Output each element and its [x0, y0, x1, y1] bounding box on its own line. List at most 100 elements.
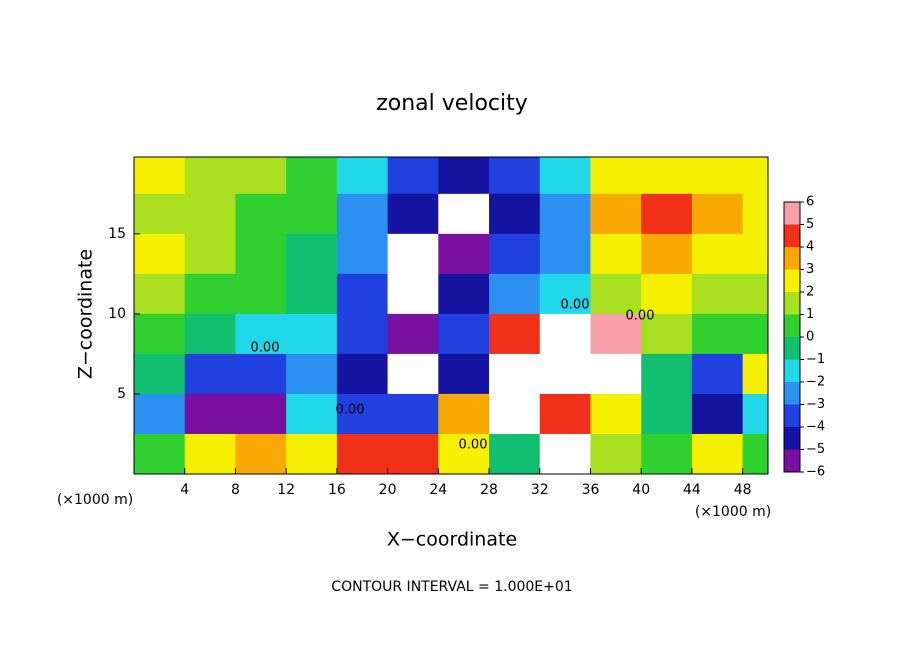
- cell: [742, 233, 769, 275]
- cell: [742, 157, 769, 195]
- cell: [286, 353, 338, 395]
- cell: [438, 233, 490, 275]
- cell: [590, 157, 642, 195]
- chart-title: zonal velocity: [376, 91, 528, 116]
- cell: [489, 233, 541, 275]
- cell: [489, 157, 541, 195]
- x-tick-label: 28: [480, 482, 498, 498]
- cell: [438, 193, 490, 235]
- cell: [336, 233, 389, 275]
- colorbar-label: 4: [806, 240, 814, 255]
- cell: [590, 353, 642, 395]
- cell: [387, 193, 439, 235]
- cell: [691, 313, 744, 355]
- colorbar-label: −6: [806, 465, 825, 480]
- cell: [489, 433, 541, 475]
- x-tick-label: 12: [277, 482, 295, 498]
- colorbar-label: −5: [806, 442, 825, 457]
- cell: [336, 157, 389, 195]
- cell: [438, 393, 490, 435]
- cell: [539, 433, 591, 475]
- x-unit: (×1000 m): [695, 504, 771, 520]
- cell: [691, 193, 744, 235]
- y-axis-label: Z−coordinate: [75, 249, 97, 379]
- cell: [336, 353, 389, 395]
- cell: [387, 353, 439, 395]
- cell: [235, 313, 287, 355]
- cell: [134, 233, 186, 275]
- cell: [286, 433, 338, 475]
- cell: [489, 313, 541, 355]
- cell: [438, 313, 490, 355]
- cell: [641, 313, 693, 355]
- cell: [184, 273, 236, 315]
- cell: [641, 157, 693, 195]
- cell: [336, 273, 389, 315]
- cell: [235, 157, 287, 195]
- cell: [184, 393, 236, 435]
- contour-label: 0.00: [459, 438, 488, 453]
- cell: [691, 353, 744, 395]
- colorbar-band: [784, 359, 800, 382]
- cell: [184, 353, 236, 395]
- cell: [590, 273, 642, 315]
- cell: [286, 233, 338, 275]
- x-tick-label: 20: [379, 482, 397, 498]
- x-tick-label: 4: [180, 482, 189, 498]
- x-tick-label: 24: [429, 482, 447, 498]
- colorbar-band: [784, 382, 800, 405]
- contour-label: 0.00: [251, 341, 280, 356]
- cell: [691, 273, 744, 315]
- x-tick-label: 44: [683, 482, 701, 498]
- cell: [590, 313, 642, 355]
- contour-label: 0.00: [336, 403, 365, 418]
- cell: [539, 353, 591, 395]
- colorbar-band: [784, 404, 800, 427]
- cell: [641, 433, 693, 475]
- cell: [539, 157, 591, 195]
- cell: [641, 353, 693, 395]
- cell: [387, 233, 439, 275]
- cell: [641, 393, 693, 435]
- cell: [134, 157, 186, 195]
- cell: [134, 353, 186, 395]
- colorbar-band: [784, 269, 800, 292]
- colorbar-label: 0: [806, 330, 814, 345]
- cell: [539, 313, 591, 355]
- colorbar-label: 3: [806, 262, 814, 277]
- colorbar-label: −2: [806, 375, 825, 390]
- x-tick-label: 16: [328, 482, 346, 498]
- cell: [691, 393, 744, 435]
- colorbar-label: −4: [806, 420, 825, 435]
- cell: [742, 433, 769, 475]
- cell: [641, 193, 693, 235]
- cell: [742, 353, 769, 395]
- cell: [286, 393, 338, 435]
- cell: [691, 433, 744, 475]
- cell: [134, 193, 186, 235]
- x-tick-label: 40: [632, 482, 650, 498]
- cell: [438, 157, 490, 195]
- colorbar-label: 2: [806, 285, 814, 300]
- cell: [184, 193, 236, 235]
- cell: [286, 273, 338, 315]
- cell: [184, 157, 236, 195]
- cell: [691, 157, 744, 195]
- cell: [387, 157, 439, 195]
- x-axis-label: X−coordinate: [387, 529, 517, 551]
- cell: [489, 193, 541, 235]
- cell: [742, 273, 769, 315]
- y-tick-label: 10: [108, 306, 126, 322]
- cell: [489, 273, 541, 315]
- cell: [539, 273, 591, 315]
- cell: [387, 393, 439, 435]
- cell: [742, 313, 769, 355]
- colorbar-band: [784, 247, 800, 270]
- contour-label: 0.00: [561, 298, 590, 313]
- x-unit: (×1000 m): [57, 492, 133, 508]
- colorbar-band: [784, 292, 800, 315]
- x-tick-label: 32: [531, 482, 549, 498]
- footnote: CONTOUR INTERVAL = 1.000E+01: [331, 579, 572, 595]
- y-tick-label: 15: [108, 226, 126, 242]
- cell: [539, 233, 591, 275]
